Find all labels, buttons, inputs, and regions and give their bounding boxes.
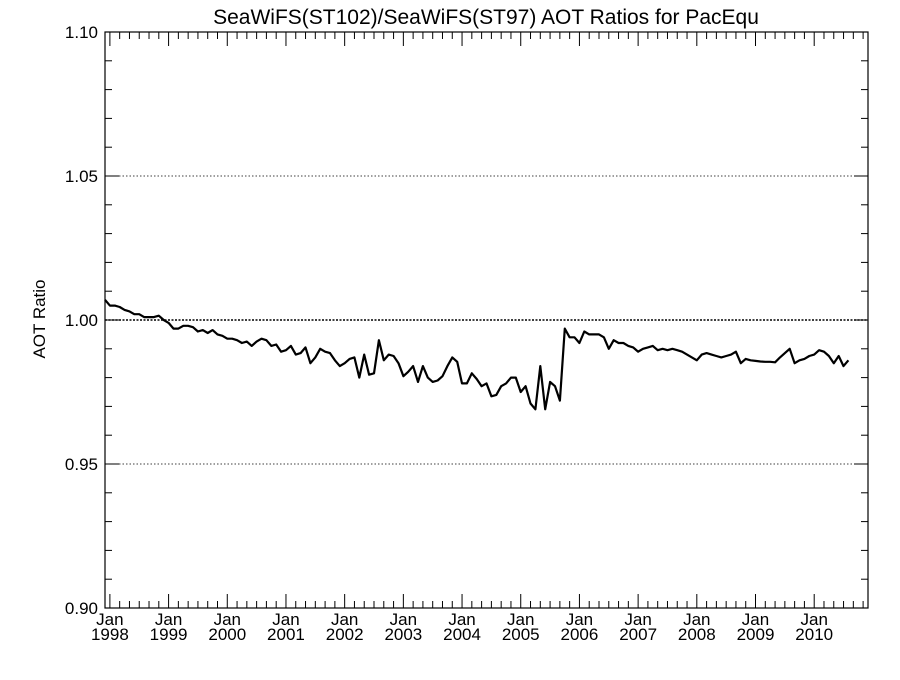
y-tick-label: 1.05 [65, 167, 98, 186]
x-tick-label-year: 2007 [619, 625, 657, 644]
y-tick-label: 1.00 [65, 311, 98, 330]
x-tick-label-month: Jan [331, 610, 358, 629]
x-tick-label-year: 2005 [502, 625, 540, 644]
x-tick-label-year: 1998 [91, 625, 129, 644]
x-tick-label-year: 2004 [443, 625, 481, 644]
x-tick-label-month: Jan [155, 610, 182, 629]
x-tick-label-month: Jan [742, 610, 769, 629]
y-axis-label: AOT Ratio [30, 279, 49, 358]
y-tick-label: 0.95 [65, 455, 98, 474]
series-line [104, 299, 850, 411]
y-tick-label: 1.10 [65, 23, 98, 42]
x-tick-label-month: Jan [448, 610, 475, 629]
x-tick-label-year: 2006 [561, 625, 599, 644]
x-tick-label-month: Jan [272, 610, 299, 629]
x-tick-label-year: 2003 [384, 625, 422, 644]
x-tick-label-month: Jan [96, 610, 123, 629]
x-tick-label-year: 2000 [208, 625, 246, 644]
plot-area: 0.900.951.001.051.10Jan1998Jan1999Jan200… [65, 23, 869, 644]
x-tick-label-month: Jan [390, 610, 417, 629]
x-tick-label-month: Jan [507, 610, 534, 629]
chart-title: SeaWiFS(ST102)/SeaWiFS(ST97) AOT Ratios … [213, 6, 759, 29]
x-tick-label-year: 2002 [326, 625, 364, 644]
x-tick-label-month: Jan [566, 610, 593, 629]
x-tick-label-month: Jan [214, 610, 241, 629]
x-tick-label-month: Jan [800, 610, 827, 629]
x-tick-label-year: 2009 [737, 625, 775, 644]
x-tick-label-month: Jan [624, 610, 651, 629]
x-tick-label-year: 1999 [150, 625, 188, 644]
x-tick-label-year: 2010 [795, 625, 833, 644]
x-tick-label-year: 2008 [678, 625, 716, 644]
x-tick-label-month: Jan [683, 610, 710, 629]
x-tick-label-year: 2001 [267, 625, 305, 644]
y-tick-label: 0.90 [65, 599, 98, 618]
